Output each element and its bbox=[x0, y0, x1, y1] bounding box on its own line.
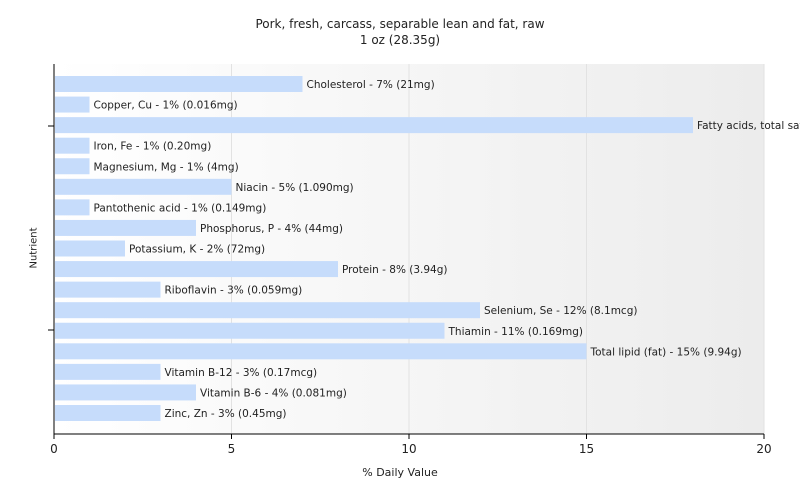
bar-label: Thiamin - 11% (0.169mg) bbox=[448, 326, 584, 338]
bar bbox=[55, 363, 161, 380]
bar-label: Zinc, Zn - 3% (0.45mg) bbox=[165, 408, 287, 420]
bar bbox=[55, 261, 338, 278]
bar-label: Phosphorus, P - 4% (44mg) bbox=[200, 223, 343, 235]
y-axis-label: Nutrient bbox=[28, 227, 40, 269]
x-tick-label: 20 bbox=[756, 442, 771, 456]
bar bbox=[55, 76, 303, 92]
bar bbox=[55, 199, 90, 216]
bar-label: Niacin - 5% (1.090mg) bbox=[236, 182, 354, 194]
bar-label: Magnesium, Mg - 1% (4mg) bbox=[94, 161, 239, 173]
bar bbox=[55, 137, 90, 154]
bar bbox=[55, 343, 587, 360]
bar bbox=[55, 240, 125, 257]
bar bbox=[55, 405, 161, 421]
bar-label: Vitamin B-12 - 3% (0.17mcg) bbox=[165, 367, 318, 379]
bar bbox=[55, 302, 480, 319]
bar-label: Riboflavin - 3% (0.059mg) bbox=[165, 285, 303, 297]
x-tick-label: 10 bbox=[401, 442, 416, 456]
x-tick-label: 0 bbox=[50, 442, 58, 456]
bar-label: Vitamin B-6 - 4% (0.081mg) bbox=[200, 387, 347, 399]
chart-subtitle: 1 oz (28.35g) bbox=[359, 33, 441, 47]
bar-label: Pantothenic acid - 1% (0.149mg) bbox=[94, 202, 267, 214]
x-tick-label: 5 bbox=[228, 442, 236, 456]
bar-label: Selenium, Se - 12% (8.1mcg) bbox=[484, 305, 637, 317]
bar bbox=[55, 96, 90, 113]
bar-label: Protein - 8% (3.94g) bbox=[342, 264, 448, 276]
bar bbox=[55, 219, 196, 236]
x-tick-label: 15 bbox=[579, 442, 594, 456]
axes: 0 5 10 15 20 bbox=[48, 64, 772, 456]
bar-label: Total lipid (fat) - 15% (9.94g) bbox=[590, 346, 742, 358]
x-axis-label: % Daily Value bbox=[362, 466, 438, 479]
chart-title: Pork, fresh, carcass, separable lean and… bbox=[255, 17, 545, 31]
bar bbox=[55, 322, 445, 339]
bar bbox=[55, 117, 693, 134]
bar bbox=[55, 384, 196, 401]
bars: Cholesterol - 7% (21mg) Copper, Cu - 1% (… bbox=[55, 76, 800, 421]
bar-label: Copper, Cu - 1% (0.016mg) bbox=[94, 100, 238, 112]
bar-label: Iron, Fe - 1% (0.20mg) bbox=[94, 141, 212, 153]
bar bbox=[55, 281, 161, 298]
bar bbox=[55, 178, 232, 195]
bar-label: Cholesterol - 7% (21mg) bbox=[307, 79, 435, 91]
bar bbox=[55, 158, 90, 175]
bar-label: Potassium, K - 2% (72mg) bbox=[129, 244, 265, 256]
bar-label: Fatty acids, total saturated - 18% (3.52… bbox=[697, 120, 800, 132]
